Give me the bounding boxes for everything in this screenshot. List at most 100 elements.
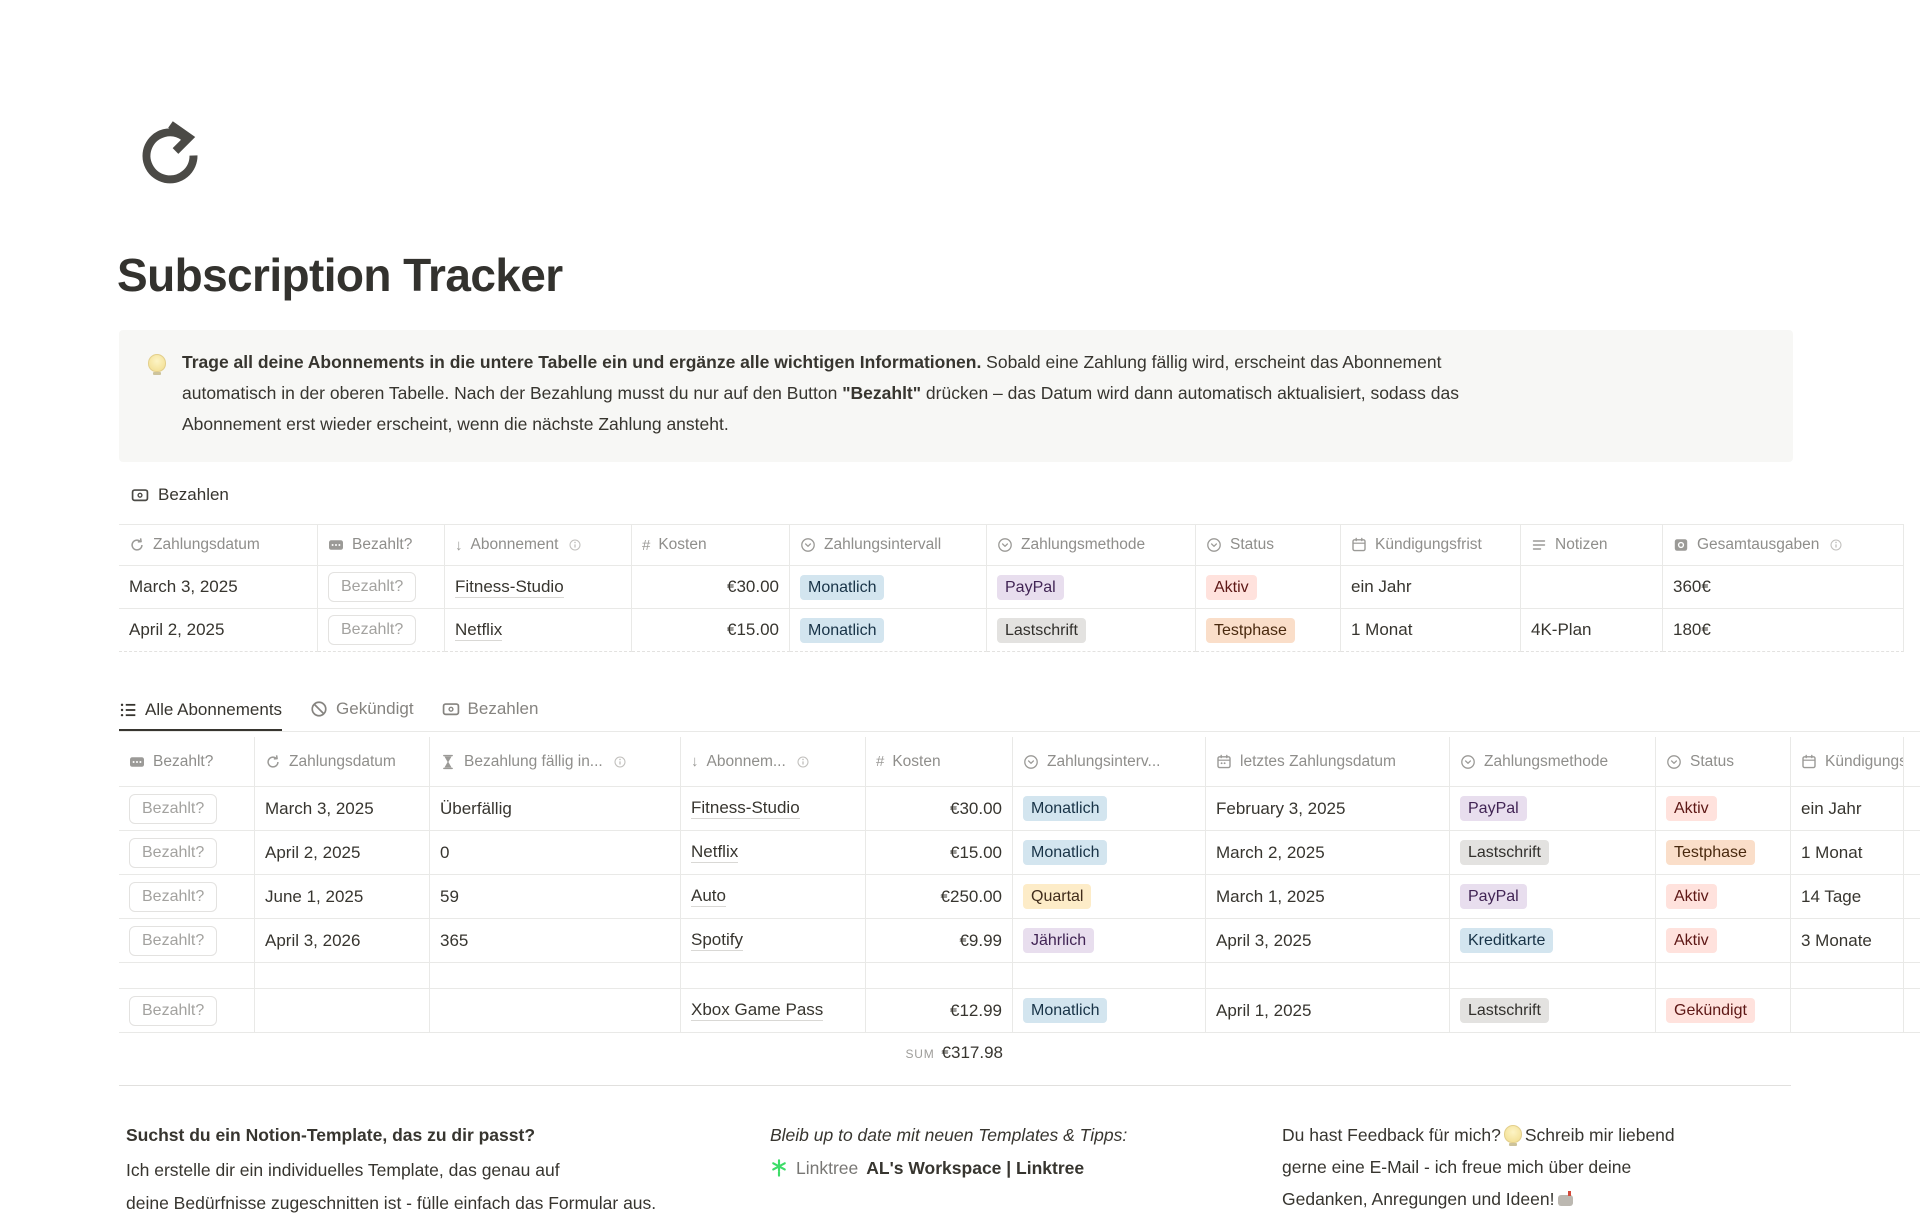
cell-zahlungsintervall[interactable]: Monatlich xyxy=(790,566,987,609)
cell-kosten[interactable]: €15.00 xyxy=(632,609,790,652)
cell-zahlungsmethode[interactable]: Lastschrift xyxy=(987,609,1196,652)
column-header-kuendigungsfrist[interactable]: Kündigungsfrist xyxy=(1341,525,1521,566)
cell-abonnement[interactable]: Netflix xyxy=(445,609,632,652)
cell-zahlungsintervall[interactable]: Monatlich xyxy=(1013,989,1206,1033)
column-header-kosten[interactable]: # Kosten xyxy=(866,737,1013,787)
sum-row[interactable]: SUM €317.98 xyxy=(119,1043,1003,1063)
cell-gesamtausgaben[interactable]: 180€ xyxy=(1663,609,1904,652)
cell-kuendigungsfrist[interactable] xyxy=(1791,989,1904,1033)
cell-zahlungsmethode[interactable]: PayPal xyxy=(987,566,1196,609)
page-icon[interactable] xyxy=(136,120,204,190)
tab-bezahlen[interactable]: Bezahlen xyxy=(442,699,538,731)
column-header-zahlungsmethode[interactable]: Zahlungsmethode xyxy=(987,525,1196,566)
cell-zahlungsdatum[interactable]: April 2, 2025 xyxy=(255,831,430,875)
cell-abonnement[interactable]: Netflix xyxy=(681,831,866,875)
status-tag: Aktiv xyxy=(1206,574,1257,600)
cell-zahlungsintervall[interactable]: Monatlich xyxy=(790,609,987,652)
cell-letztes-zahlungsdatum[interactable]: April 3, 2025 xyxy=(1206,919,1450,963)
bezahlt-button[interactable]: Bezahlt? xyxy=(328,615,417,645)
column-header-kosten[interactable]: # Kosten xyxy=(632,525,790,566)
tab-gekuendigt[interactable]: Gekündigt xyxy=(310,699,414,731)
cell-bezahlung-faellig[interactable] xyxy=(430,989,681,1033)
cell-zahlungsmethode[interactable]: PayPal xyxy=(1450,875,1656,919)
cell-status[interactable]: Aktiv xyxy=(1196,566,1341,609)
cell-bezahlung-faellig[interactable]: 365 xyxy=(430,919,681,963)
cell-letztes-zahlungsdatum[interactable]: March 1, 2025 xyxy=(1206,875,1450,919)
cell-abonnement[interactable]: Fitness-Studio xyxy=(681,787,866,831)
cell-zahlungsmethode[interactable]: Lastschrift xyxy=(1450,831,1656,875)
cell-abonnement[interactable]: Fitness-Studio xyxy=(445,566,632,609)
column-header-status[interactable]: Status xyxy=(1196,525,1341,566)
cell-notizen[interactable]: 4K-Plan xyxy=(1521,609,1663,652)
cell-letztes-zahlungsdatum[interactable]: February 3, 2025 xyxy=(1206,787,1450,831)
view-tab-bezahlen-top[interactable]: Bezahlen xyxy=(131,485,229,505)
cell-status[interactable]: Aktiv xyxy=(1656,875,1791,919)
page-title[interactable]: Subscription Tracker xyxy=(117,249,563,301)
column-header-zahlungsintervall[interactable]: Zahlungsintervall xyxy=(790,525,987,566)
column-header-bezahlung-faellig[interactable]: Bezahlung fällig in... xyxy=(430,737,681,787)
cell-zahlungsdatum[interactable] xyxy=(255,989,430,1033)
bezahlt-button[interactable]: Bezahlt? xyxy=(328,572,417,602)
cell-zahlungsdatum[interactable]: June 1, 2025 xyxy=(255,875,430,919)
linktree-link[interactable]: Linktree AL's Workspace | Linktree xyxy=(770,1155,1084,1181)
cell-bezahlung-faellig[interactable]: 59 xyxy=(430,875,681,919)
cell-zahlungsmethode[interactable]: PayPal xyxy=(1450,787,1656,831)
column-header-zahlungsintervall[interactable]: Zahlungsinterv... xyxy=(1013,737,1206,787)
cell-zahlungsmethode[interactable]: Kreditkarte xyxy=(1450,919,1656,963)
column-header-letztes-zahlungsdatum[interactable]: letztes Zahlungsdatum xyxy=(1206,737,1450,787)
cell-zahlungsintervall[interactable]: Monatlich xyxy=(1013,831,1206,875)
column-header-zahlungsdatum[interactable]: Zahlungsdatum xyxy=(119,525,318,566)
cell-zahlungsintervall[interactable]: Jährlich xyxy=(1013,919,1206,963)
cell-status[interactable]: Gekündigt xyxy=(1656,989,1791,1033)
cell-zahlungsmethode[interactable]: Lastschrift xyxy=(1450,989,1656,1033)
column-header-bezahlt[interactable]: Bezahlt? xyxy=(318,525,445,566)
cell-zahlungsdatum[interactable]: March 3, 2025 xyxy=(119,566,318,609)
tab-alle-abonnements[interactable]: Alle Abonnements xyxy=(119,700,283,731)
bezahlt-button[interactable]: Bezahlt? xyxy=(129,881,218,912)
interval-tag: Quartal xyxy=(1023,884,1092,909)
cell-kuendigungsfrist[interactable]: 14 Tage xyxy=(1791,875,1904,919)
column-header-gesamtausgaben[interactable]: Gesamtausgaben xyxy=(1663,525,1904,566)
column-header-abonnement[interactable]: ↓ Abonnement xyxy=(445,525,632,566)
column-header-kuendigungsfrist[interactable]: Kündigungsfrist xyxy=(1791,737,1904,787)
cell-gesamtausgaben[interactable]: 360€ xyxy=(1663,566,1904,609)
cell-letztes-zahlungsdatum[interactable]: April 1, 2025 xyxy=(1206,989,1450,1033)
cell-kuendigungsfrist[interactable]: 1 Monat xyxy=(1791,831,1904,875)
cell-status[interactable]: Aktiv xyxy=(1656,919,1791,963)
cell-abonnement[interactable]: Xbox Game Pass xyxy=(681,989,866,1033)
cell-kuendigungsfrist[interactable]: ein Jahr xyxy=(1791,787,1904,831)
cell-kosten[interactable]: €9.99 xyxy=(866,919,1013,963)
cell-notizen[interactable] xyxy=(1521,566,1663,609)
cell-bezahlung-faellig[interactable]: 0 xyxy=(430,831,681,875)
cell-zahlungsintervall[interactable]: Monatlich xyxy=(1013,787,1206,831)
cell-zahlungsintervall[interactable]: Quartal xyxy=(1013,875,1206,919)
column-header-abonnement[interactable]: ↓ Abonnem... xyxy=(681,737,866,787)
column-header-bezahlt[interactable]: Bezahlt? xyxy=(119,737,255,787)
bezahlt-button[interactable]: Bezahlt? xyxy=(129,837,218,868)
cell-status[interactable]: Testphase xyxy=(1196,609,1341,652)
cell-kuendigungsfrist[interactable]: 1 Monat xyxy=(1341,609,1521,652)
cell-kosten[interactable]: €30.00 xyxy=(866,787,1013,831)
column-header-notizen[interactable]: Notizen xyxy=(1521,525,1663,566)
cell-status[interactable]: Aktiv xyxy=(1656,787,1791,831)
cell-kosten[interactable]: €15.00 xyxy=(866,831,1013,875)
cell-abonnement[interactable]: Spotify xyxy=(681,919,866,963)
cell-kuendigungsfrist[interactable]: ein Jahr xyxy=(1341,566,1521,609)
cell-abonnement[interactable]: Auto xyxy=(681,875,866,919)
cell-kuendigungsfrist[interactable]: 3 Monate xyxy=(1791,919,1904,963)
column-header-zahlungsmethode[interactable]: Zahlungsmethode xyxy=(1450,737,1656,787)
cell-kosten[interactable]: €250.00 xyxy=(866,875,1013,919)
cell-zahlungsdatum[interactable]: March 3, 2025 xyxy=(255,787,430,831)
cell-letztes-zahlungsdatum[interactable]: March 2, 2025 xyxy=(1206,831,1450,875)
cell-kosten[interactable]: €30.00 xyxy=(632,566,790,609)
cell-bezahlung-faellig[interactable]: Überfällig xyxy=(430,787,681,831)
bezahlt-button[interactable]: Bezahlt? xyxy=(129,793,218,824)
column-header-status[interactable]: Status xyxy=(1656,737,1791,787)
bezahlt-button[interactable]: Bezahlt? xyxy=(129,995,218,1026)
column-header-zahlungsdatum[interactable]: Zahlungsdatum xyxy=(255,737,430,787)
cell-kosten[interactable]: €12.99 xyxy=(866,989,1013,1033)
cell-status[interactable]: Testphase xyxy=(1656,831,1791,875)
cell-zahlungsdatum[interactable]: April 3, 2026 xyxy=(255,919,430,963)
cell-zahlungsdatum[interactable]: April 2, 2025 xyxy=(119,609,318,652)
bezahlt-button[interactable]: Bezahlt? xyxy=(129,925,218,956)
